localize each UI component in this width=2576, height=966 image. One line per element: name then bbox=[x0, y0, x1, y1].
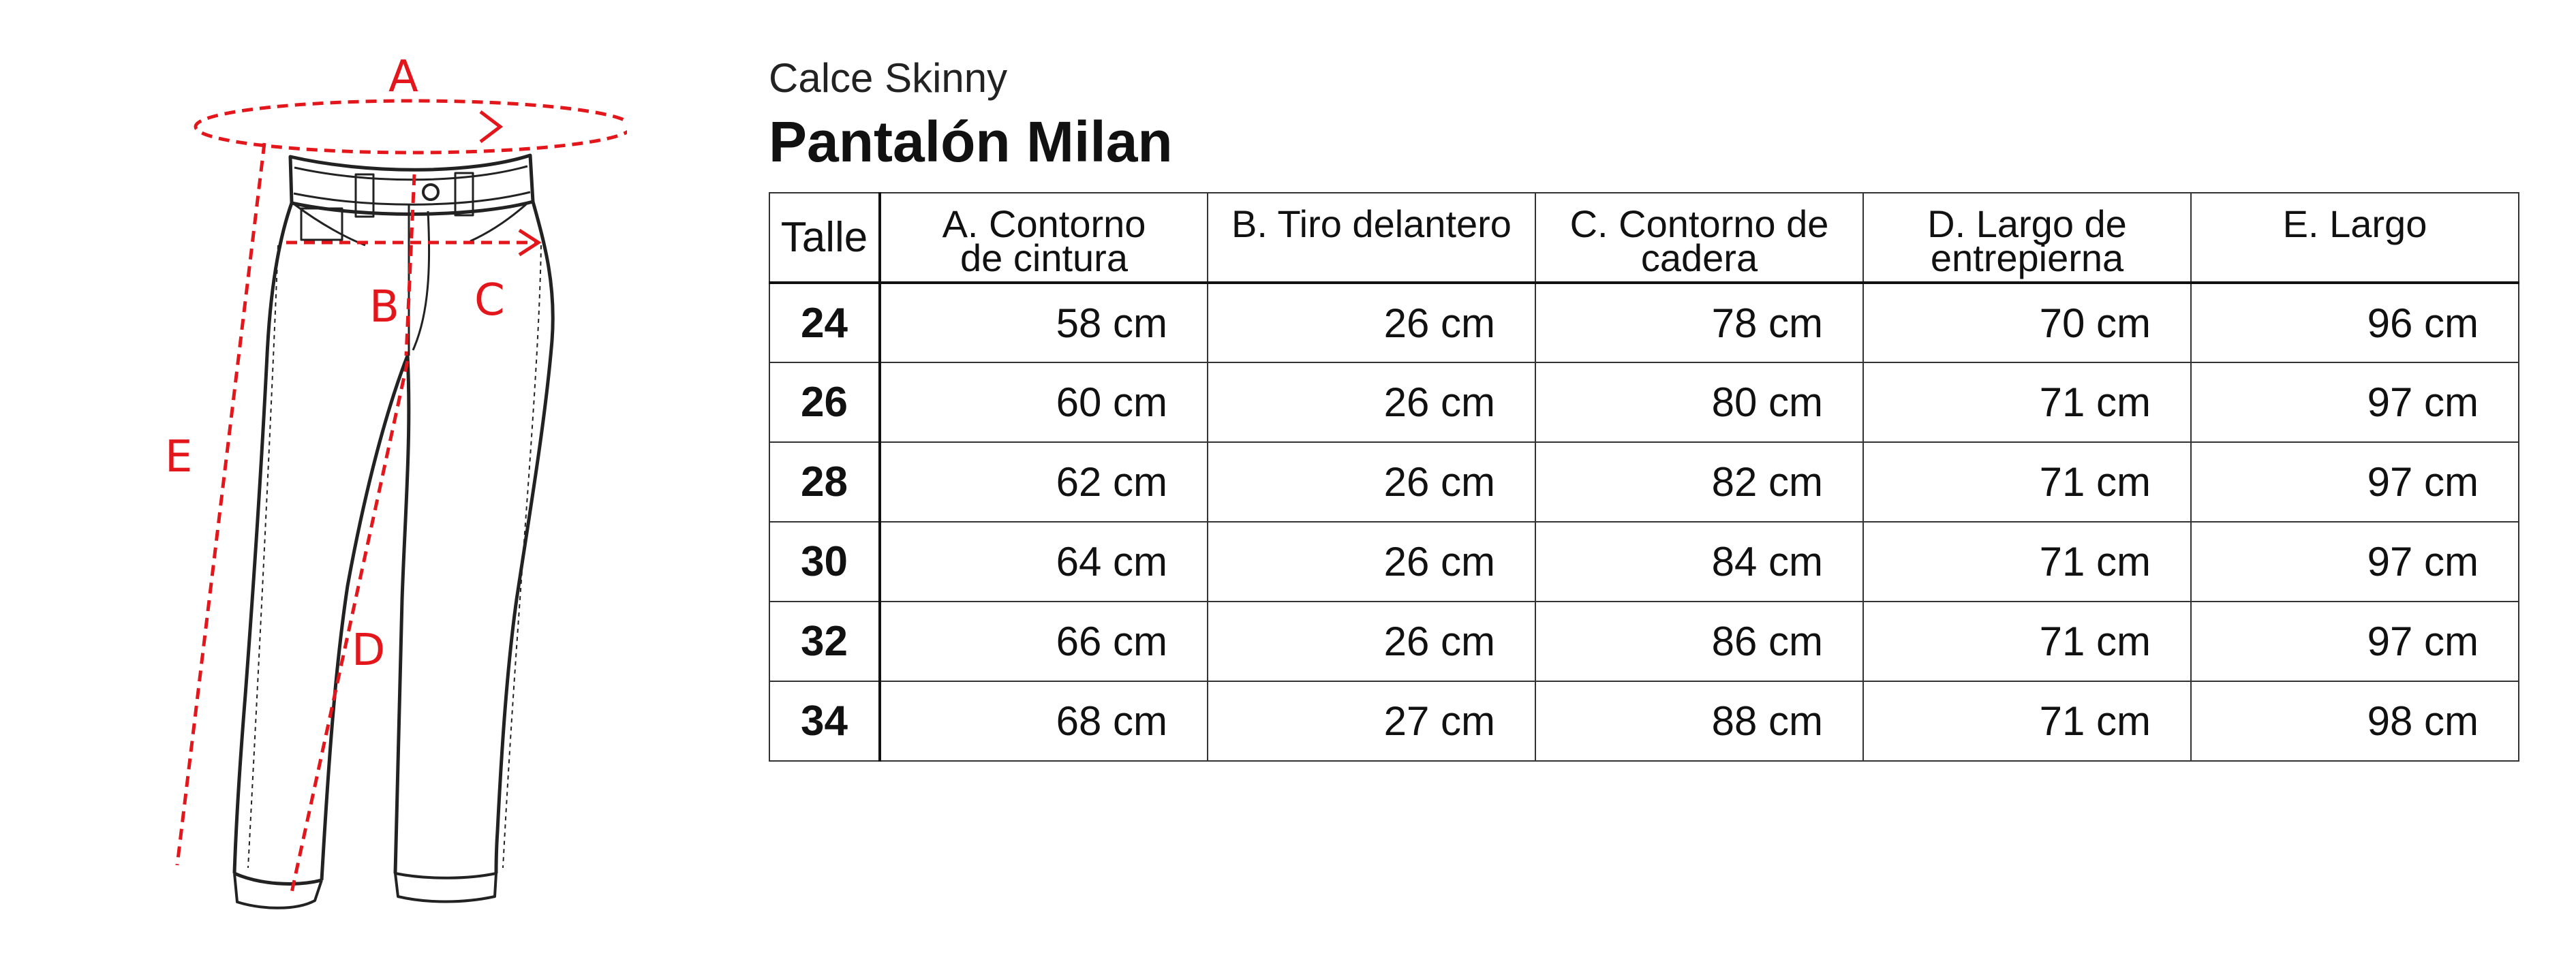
table-cell: 26 cm bbox=[1207, 521, 1536, 602]
table-cell: 88 cm bbox=[1535, 681, 1864, 762]
table-row: 30 64 cm 26 cm 84 cm 71 cm 97 cm bbox=[769, 521, 2519, 602]
table-cell: 26 cm bbox=[1207, 441, 1536, 523]
measure-d-inseam: D bbox=[290, 360, 410, 893]
table-cell: 71 cm bbox=[1862, 601, 2192, 682]
table-cell: 98 cm bbox=[2190, 681, 2519, 762]
column-header-waist: A. Contorno de cintura bbox=[879, 192, 1208, 283]
table-cell: 66 cm bbox=[879, 601, 1208, 682]
table-cell: 84 cm bbox=[1535, 521, 1864, 602]
table-cell: 97 cm bbox=[2190, 601, 2519, 682]
table-cell: 68 cm bbox=[879, 681, 1208, 762]
table-cell: 58 cm bbox=[879, 282, 1208, 363]
table-header-row: Talle A. Contorno de cintura B. Tiro dela… bbox=[769, 192, 2519, 283]
table-cell: 70 cm bbox=[1862, 282, 2192, 363]
table-cell: 26 cm bbox=[1207, 601, 1536, 682]
table-cell: 71 cm bbox=[1862, 362, 2192, 443]
table-cell: 60 cm bbox=[879, 362, 1208, 443]
table-row: 24 58 cm 26 cm 78 cm 70 cm 96 cm bbox=[769, 282, 2519, 363]
table-cell: 71 cm bbox=[1862, 681, 2192, 762]
measure-e-length: E bbox=[165, 142, 266, 866]
product-title: Pantalón Milan bbox=[769, 110, 1173, 174]
pants-outline bbox=[232, 153, 555, 909]
label-d: D bbox=[352, 625, 385, 676]
table-cell: 26 cm bbox=[1207, 362, 1536, 443]
column-header-hip: C. Contorno de cadera bbox=[1535, 192, 1864, 283]
size-cell: 28 bbox=[769, 441, 881, 523]
table-cell: 71 cm bbox=[1862, 521, 2192, 602]
table-cell: 86 cm bbox=[1535, 601, 1864, 682]
table-row: 26 60 cm 26 cm 80 cm 71 cm 97 cm bbox=[769, 362, 2519, 443]
size-cell: 26 bbox=[769, 362, 881, 443]
table-cell: 71 cm bbox=[1862, 441, 2192, 523]
table-row: 28 62 cm 26 cm 82 cm 71 cm 97 cm bbox=[769, 441, 2519, 523]
table-row: 32 66 cm 26 cm 86 cm 71 cm 97 cm bbox=[769, 601, 2519, 682]
table-cell: 82 cm bbox=[1535, 441, 1864, 523]
label-c: C bbox=[474, 275, 505, 326]
table-cell: 97 cm bbox=[2190, 441, 2519, 523]
column-header-inseam: D. Largo de entrepierna bbox=[1862, 192, 2192, 283]
size-cell: 24 bbox=[769, 282, 881, 363]
measure-b-rise: B bbox=[369, 174, 416, 356]
table-cell: 78 cm bbox=[1535, 282, 1864, 363]
column-header-rise: B. Tiro delantero bbox=[1207, 192, 1536, 283]
size-chart-table: Talle A. Contorno de cintura B. Tiro dela… bbox=[769, 192, 2519, 762]
pants-measurement-diagram: A bbox=[109, 41, 627, 913]
table-cell: 64 cm bbox=[879, 521, 1208, 602]
size-cell: 30 bbox=[769, 521, 881, 602]
table-cell: 97 cm bbox=[2190, 362, 2519, 443]
size-cell: 34 bbox=[769, 681, 881, 762]
table-cell: 96 cm bbox=[2190, 282, 2519, 363]
table-cell: 27 cm bbox=[1207, 681, 1536, 762]
label-a: A bbox=[388, 52, 418, 102]
table-row: 34 68 cm 27 cm 88 cm 71 cm 98 cm bbox=[769, 681, 2519, 762]
table-cell: 97 cm bbox=[2190, 521, 2519, 602]
table-cell: 80 cm bbox=[1535, 362, 1864, 443]
measure-a-waist: A bbox=[194, 52, 627, 155]
label-e: E bbox=[165, 432, 192, 482]
table-cell: 62 cm bbox=[879, 441, 1208, 523]
column-header-length: E. Largo bbox=[2190, 192, 2519, 283]
size-cell: 32 bbox=[769, 601, 881, 682]
table-cell: 26 cm bbox=[1207, 282, 1536, 363]
size-column-header: Talle bbox=[769, 192, 881, 283]
label-b: B bbox=[369, 282, 399, 332]
fit-subtitle: Calce Skinny bbox=[769, 55, 1008, 101]
measure-c-hip: C bbox=[286, 228, 542, 326]
